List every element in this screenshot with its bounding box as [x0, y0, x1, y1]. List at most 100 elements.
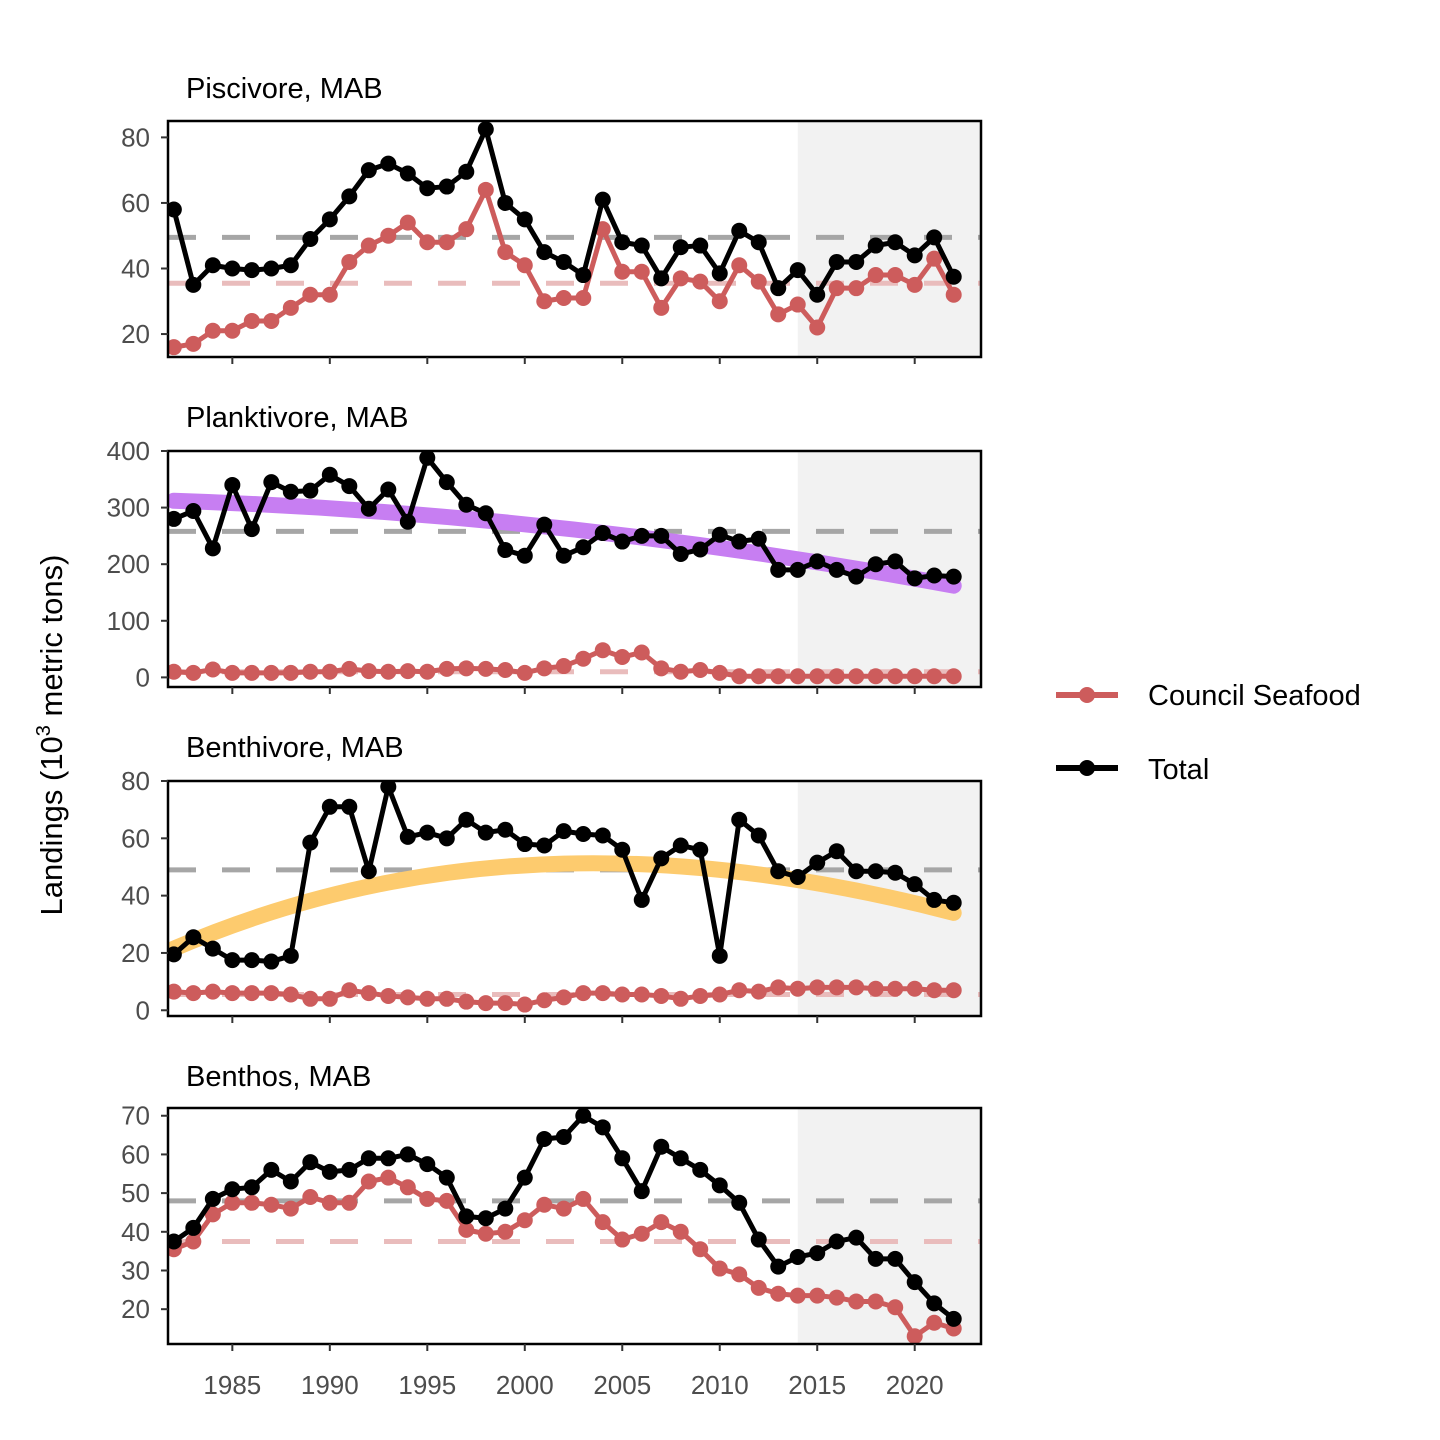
council-point [848, 280, 865, 297]
council-point [633, 263, 650, 280]
total-point [848, 1229, 865, 1246]
council-point [614, 649, 631, 666]
total-point [653, 527, 670, 544]
legend-label-total: Total [1148, 754, 1209, 786]
council-point [243, 664, 260, 681]
council-point [263, 1196, 280, 1213]
total-point [224, 952, 241, 969]
council-point [633, 1225, 650, 1242]
panel-frame [166, 1106, 983, 1346]
council-point [809, 319, 826, 336]
council-point [945, 982, 962, 999]
council-point [321, 990, 338, 1007]
total-point [711, 526, 728, 543]
x-tick-label: 2020 [886, 1370, 944, 1400]
x-tick-label: 1990 [301, 1370, 359, 1400]
council-point [185, 664, 202, 681]
council-point [224, 985, 241, 1002]
council-point [926, 1314, 943, 1331]
council-point [750, 273, 767, 290]
total-point [204, 540, 221, 557]
total-point [536, 837, 553, 854]
total-point [809, 1245, 826, 1262]
council-point [302, 286, 319, 303]
council-point [945, 286, 962, 303]
trend-band [168, 855, 962, 957]
council-point [536, 660, 553, 677]
total-point [887, 553, 904, 570]
total-point [555, 1129, 572, 1146]
council-point [438, 234, 455, 251]
total-point [419, 1156, 436, 1173]
x-tick-label: 2015 [788, 1370, 846, 1400]
total-point [419, 180, 436, 197]
total-point [867, 863, 884, 880]
total-point [672, 239, 689, 256]
council-point [711, 986, 728, 1003]
y-axis-title-tail: metric tons) [34, 555, 69, 726]
council-point [458, 993, 475, 1010]
total-point [243, 262, 260, 279]
total-point [185, 276, 202, 293]
council-point [692, 273, 709, 290]
total-point [555, 253, 572, 270]
council-point [770, 306, 787, 323]
council-point [731, 982, 748, 999]
council-point [594, 1214, 611, 1231]
total-point [168, 946, 182, 963]
council-point [594, 642, 611, 659]
council-point [224, 664, 241, 681]
council-point [282, 299, 299, 316]
council-point [848, 668, 865, 685]
council-point [789, 1287, 806, 1304]
total-point [360, 162, 377, 179]
total-point [906, 247, 923, 264]
x-tick-label: 2000 [496, 1370, 554, 1400]
council-point [555, 290, 572, 306]
total-point [633, 891, 650, 908]
total-point [458, 811, 475, 828]
total-point [711, 1177, 728, 1194]
council-point [809, 668, 826, 685]
total-point [887, 234, 904, 251]
total-point [614, 1150, 631, 1167]
council-point [341, 660, 358, 677]
total-point [302, 834, 319, 851]
total-point [731, 1194, 748, 1211]
total-point [614, 533, 631, 550]
council-point [614, 263, 631, 280]
total-point [399, 1146, 416, 1163]
council-point [536, 293, 553, 310]
total-point [594, 1119, 611, 1136]
total-point [419, 451, 436, 466]
plot-area [168, 781, 981, 1013]
council-point [399, 214, 416, 231]
y-tick-label: 60 [121, 1139, 150, 1169]
total-point [302, 482, 319, 499]
total-point [477, 121, 494, 138]
total-point [224, 1181, 241, 1198]
council-point [575, 985, 592, 1002]
council-point [555, 1200, 572, 1217]
council-point [516, 664, 533, 681]
total-point [750, 234, 767, 251]
council-point [497, 244, 514, 261]
council-point [477, 181, 494, 198]
council-point [867, 267, 884, 284]
council-point [321, 663, 338, 680]
council-point [672, 270, 689, 287]
council-point [341, 982, 358, 999]
council-point [438, 1192, 455, 1209]
council-point [926, 982, 943, 999]
total-point [906, 876, 923, 893]
council-point [848, 979, 865, 996]
total-point [204, 257, 221, 274]
council-point [380, 663, 397, 680]
total-point [185, 929, 202, 946]
total-point [906, 570, 923, 587]
total-point [321, 798, 338, 815]
council-point [770, 668, 787, 685]
total-point [438, 830, 455, 847]
total-point [692, 541, 709, 558]
